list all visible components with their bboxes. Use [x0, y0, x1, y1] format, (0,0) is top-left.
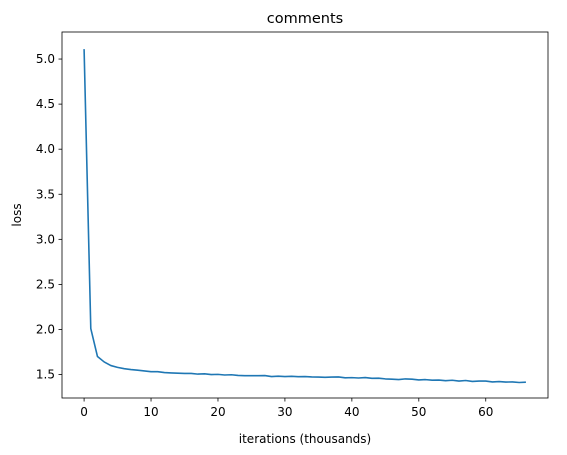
y-tick-label: 2.5: [36, 277, 55, 291]
y-tick-label: 3.0: [36, 232, 55, 246]
x-tick-label: 40: [344, 405, 359, 419]
x-tick-label: 10: [143, 405, 158, 419]
x-tick-label: 60: [478, 405, 493, 419]
x-tick-label: 20: [210, 405, 225, 419]
y-tick-label: 1.5: [36, 368, 55, 382]
y-tick-label: 4.0: [36, 142, 55, 156]
x-tick-label: 50: [411, 405, 426, 419]
x-tick-label: 30: [277, 405, 292, 419]
y-tick-label: 2.0: [36, 322, 55, 336]
y-tick-label: 3.5: [36, 187, 55, 201]
plot-frame: [61, 31, 549, 399]
chart-title: comments: [267, 11, 343, 27]
x-axis-label: iterations (thousands): [239, 432, 371, 446]
series-group: [83, 49, 526, 384]
series-line-0: [83, 49, 526, 384]
ticks: 0 10 20 30 40 50 60 1.5 2.0 2.5 3.0 3.5 4.0 4.5 5.0: [36, 52, 493, 419]
y-tick-label: 5.0: [36, 52, 55, 66]
y-axis-label: loss: [10, 203, 24, 226]
x-tick-label: 0: [80, 405, 88, 419]
y-tick-label: 4.5: [36, 97, 55, 111]
